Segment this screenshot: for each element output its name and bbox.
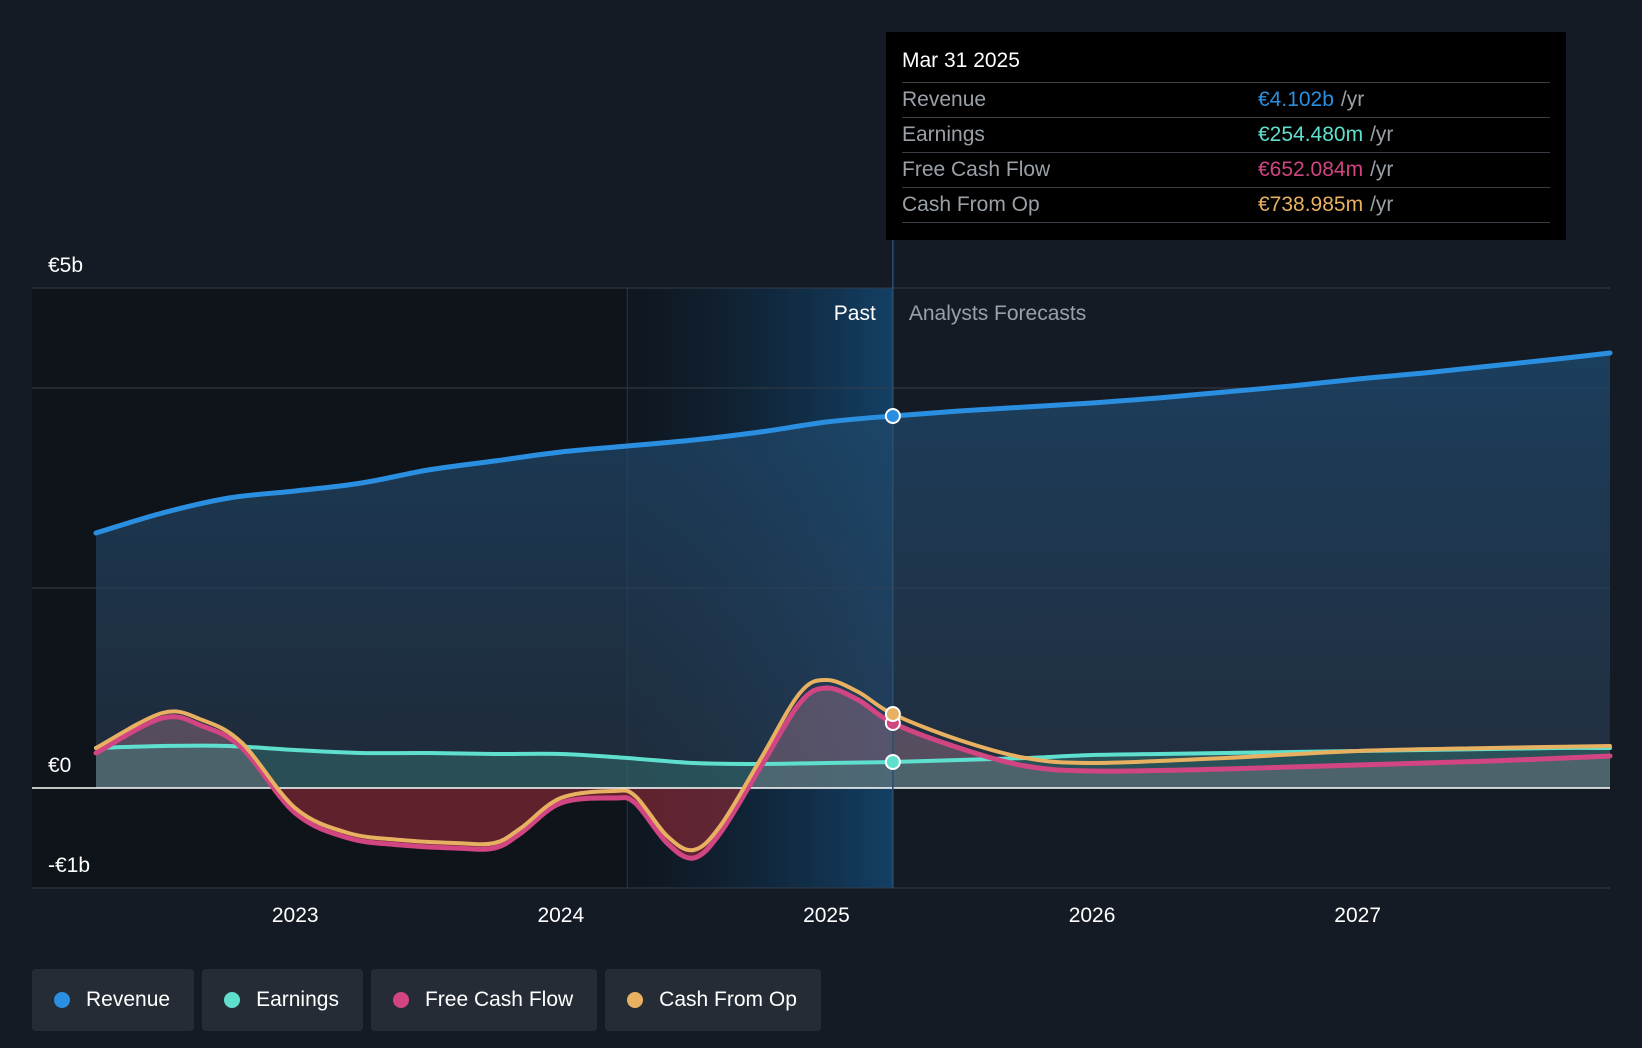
legend-label: Free Cash Flow	[424, 988, 574, 1011]
legend-label: Earnings	[256, 988, 339, 1011]
tooltip-value: €652.084m	[1258, 158, 1364, 181]
past-label: Past	[834, 302, 876, 325]
tooltip-label: Free Cash Flow	[902, 158, 1051, 181]
tooltip-label: Earnings	[902, 123, 985, 146]
tooltip: Mar 31 2025 Revenue €4.102b /yr Earnings…	[886, 32, 1566, 240]
x-tick-label: 2026	[1069, 904, 1116, 927]
tooltip-row-earnings: Earnings €254.480m /yr	[902, 118, 1550, 153]
tooltip-unit: /yr	[1370, 193, 1394, 216]
legend-item-free-cash-flow[interactable]: Free Cash Flow	[370, 969, 598, 1031]
legend: Revenue Earnings Free Cash Flow Cash Fro…	[32, 969, 821, 1031]
free-cash-flow-area-negative	[96, 788, 1610, 859]
legend-item-cash-from-op[interactable]: Cash From Op	[605, 969, 821, 1031]
tooltip-row-revenue: Revenue €4.102b /yr	[902, 83, 1550, 118]
legend-label: Cash From Op	[659, 988, 797, 1011]
legend-item-revenue[interactable]: Revenue	[32, 969, 195, 1031]
tooltip-row-free-cash-flow: Free Cash Flow €652.084m /yr	[902, 153, 1550, 188]
cash-from-op-line	[94, 677, 1612, 853]
tooltip-value: €254.480m	[1258, 123, 1364, 146]
legend-item-earnings[interactable]: Earnings	[202, 969, 363, 1031]
tooltip-date: Mar 31 2025	[902, 46, 1550, 83]
y-tick-label: €0	[48, 754, 71, 777]
tooltip-label: Cash From Op	[902, 193, 1040, 216]
tooltip-value: €738.985m	[1258, 193, 1364, 216]
tooltip-row-cash-from-op: Cash From Op €738.985m /yr	[902, 188, 1550, 223]
x-tick-label: 2027	[1334, 904, 1381, 927]
tooltip-unit: /yr	[1370, 158, 1394, 181]
tooltip-label: Revenue	[902, 88, 987, 111]
earnings-dot-icon	[224, 992, 241, 1008]
y-tick-label: €5b	[48, 254, 83, 277]
x-tick-label: 2023	[272, 904, 319, 927]
free-cash-flow-area-positive	[96, 687, 1610, 788]
forecast-label: Analysts Forecasts	[909, 302, 1086, 325]
tooltip-unit: /yr	[1370, 123, 1394, 146]
free-cash-flow-dot-icon	[392, 992, 409, 1008]
free-cash-flow-line	[93, 685, 1613, 861]
x-tick-label: 2024	[537, 904, 584, 927]
revenue-area	[96, 353, 1610, 788]
legend-label: Revenue	[86, 988, 171, 1011]
revenue-line	[93, 350, 1613, 536]
revenue-dot-icon	[54, 992, 70, 1008]
cash-from-op-dot-icon	[627, 992, 644, 1008]
cash-from-op-marker	[884, 706, 901, 722]
revenue-marker	[884, 408, 901, 424]
y-tick-label: -€1b	[48, 854, 90, 877]
x-tick-label: 2025	[803, 904, 850, 927]
earnings-marker	[884, 754, 901, 770]
tooltip-unit: /yr	[1340, 88, 1365, 111]
tooltip-value: €4.102b	[1258, 88, 1334, 111]
